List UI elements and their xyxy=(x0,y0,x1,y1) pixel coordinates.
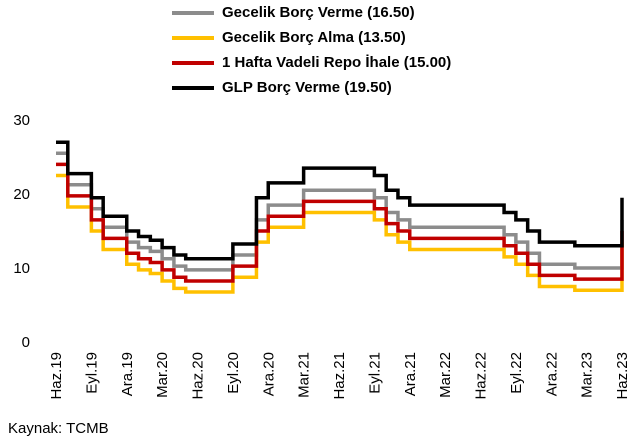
y-tick-label: 20 xyxy=(13,186,30,203)
x-tick-label: Eyl.21 xyxy=(366,352,383,394)
x-tick-label: Haz.19 xyxy=(48,352,65,400)
x-tick-label: Haz.20 xyxy=(190,352,207,400)
x-tick-label: Mar.22 xyxy=(437,352,454,398)
series-line xyxy=(56,151,624,272)
x-tick-label: Haz.22 xyxy=(473,352,490,400)
x-tick-label: Mar.23 xyxy=(579,352,596,398)
legend-label: GLP Borç Verme (19.50) xyxy=(222,79,392,96)
series-line xyxy=(56,162,624,283)
x-tick-label: Ara.22 xyxy=(543,352,560,396)
x-tick-label: Eyl.22 xyxy=(508,352,525,394)
y-tick-label: 30 xyxy=(13,112,30,129)
series-line xyxy=(56,173,624,294)
x-tick-label: Eyl.20 xyxy=(225,352,242,394)
x-tick-label: Mar.21 xyxy=(296,352,313,398)
legend-label: Gecelik Borç Verme (16.50) xyxy=(222,4,415,21)
source: Kaynak: TCMB xyxy=(8,420,109,437)
x-tick-label: Ara.21 xyxy=(402,352,419,396)
x-tick-label: Ara.20 xyxy=(260,352,277,396)
legend-label: Gecelik Borç Alma (13.50) xyxy=(222,29,406,46)
y-tick-label: 10 xyxy=(13,260,30,277)
y-tick-label: 0 xyxy=(22,334,30,351)
x-tick-label: Eyl.19 xyxy=(83,352,100,394)
series-line xyxy=(56,140,624,261)
legend-label: 1 Hafta Vadeli Repo İhale (15.00) xyxy=(222,54,451,71)
x-tick-label: Haz.21 xyxy=(331,352,348,400)
x-tick-label: Haz.23 xyxy=(614,352,627,400)
x-tick-label: Ara.19 xyxy=(119,352,136,396)
x-tick-label: Mar.20 xyxy=(154,352,171,398)
